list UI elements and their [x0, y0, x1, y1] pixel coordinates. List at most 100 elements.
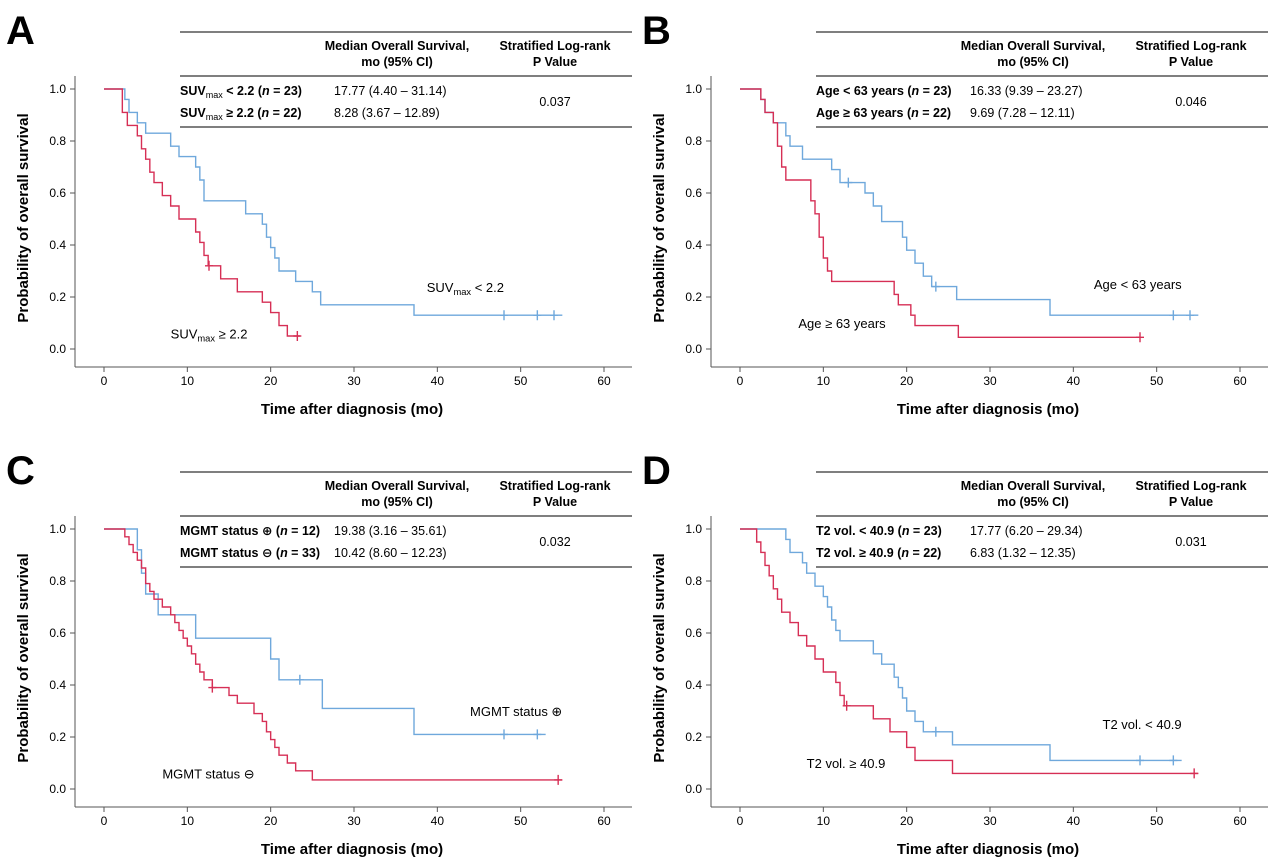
survival-curve: [104, 528, 563, 781]
survival-curve: [740, 88, 1199, 316]
y-tick-label: 0.0: [49, 782, 66, 796]
y-tick-label: 0.2: [49, 290, 66, 304]
y-tick-label: 0.6: [685, 626, 702, 640]
censor-mark: [205, 260, 213, 271]
censor-mark: [842, 700, 851, 711]
x-tick-label: 30: [347, 374, 361, 388]
y-tick-label: 0.8: [49, 134, 66, 148]
x-tick-label: 40: [1067, 814, 1081, 828]
x-tick-label: 50: [514, 374, 528, 388]
x-tick-label: 50: [1150, 814, 1164, 828]
y-tick-label: 1.0: [685, 82, 702, 96]
curve-label: SUVmax ≥ 2.2: [171, 327, 248, 344]
x-tick-label: 20: [900, 814, 914, 828]
x-axis-title: Time after diagnosis (mo): [897, 841, 1079, 858]
curve-label: T2 vol. ≥ 40.9: [807, 756, 886, 771]
censor-mark: [1136, 332, 1144, 343]
censor-mark: [554, 774, 563, 785]
table-header-median: mo (95% CI): [997, 495, 1069, 509]
y-tick-label: 0.4: [49, 238, 66, 252]
censor-mark: [533, 310, 542, 321]
y-tick-label: 0.0: [49, 342, 66, 356]
censor-mark: [293, 331, 302, 341]
censor-mark: [1136, 755, 1144, 766]
table-p-value: 0.031: [1175, 535, 1206, 549]
x-tick-label: 30: [983, 814, 997, 828]
table-row-median: 8.28 (3.67 – 12.89): [334, 106, 440, 120]
y-tick-label: 1.0: [49, 522, 66, 536]
table-row-label: Age < 63 years (n = 23): [816, 84, 952, 98]
x-tick-label: 10: [817, 374, 831, 388]
table-row-median: 9.69 (7.28 – 12.11): [970, 106, 1075, 120]
y-axis-title: Probability of overall survival: [651, 113, 668, 322]
table-row-median: 16.33 (9.39 – 23.27): [970, 84, 1083, 98]
panel-d: D 0.0 0.2 0.4 0.6 0.8 1.0 0 10 20 30 40 50 60 Time aft…: [642, 449, 1268, 858]
x-tick-label: 20: [900, 374, 914, 388]
y-tick-label: 0.8: [685, 574, 702, 588]
y-tick-label: 0.0: [685, 342, 702, 356]
table-p-value: 0.037: [539, 95, 570, 109]
table-p-value: 0.032: [539, 535, 570, 549]
panel-letter: C: [6, 449, 35, 493]
table-header-median: Median Overall Survival,: [961, 39, 1106, 53]
x-tick-label: 40: [1067, 374, 1081, 388]
x-tick-label: 0: [737, 814, 744, 828]
table-header-p: P Value: [1169, 55, 1213, 69]
x-tick-label: 30: [983, 374, 997, 388]
curve-label: T2 vol. < 40.9: [1103, 717, 1182, 732]
y-tick-label: 1.0: [49, 82, 66, 96]
y-axis-title: Probability of overall survival: [651, 553, 668, 762]
y-tick-label: 0.6: [49, 186, 66, 200]
x-tick-label: 30: [347, 814, 361, 828]
y-axis-title: Probability of overall survival: [15, 113, 32, 322]
table-row-median: 10.42 (8.60 – 12.23): [334, 546, 447, 560]
y-tick-label: 1.0: [685, 522, 702, 536]
y-tick-label: 0.2: [685, 290, 702, 304]
x-tick-label: 10: [181, 814, 195, 828]
panel-c: C 0.0 0.2 0.4 0.6 0.8 1.0 0 10 20 30 40 50 60 Time aft…: [6, 449, 632, 858]
curve-label: Age < 63 years: [1094, 277, 1182, 292]
survival-curve: [740, 528, 1199, 775]
x-axis-title: Time after diagnosis (mo): [261, 401, 443, 418]
y-tick-label: 0.8: [49, 574, 66, 588]
x-tick-label: 50: [514, 814, 528, 828]
table-header-median: mo (95% CI): [361, 495, 433, 509]
survival-curve: [740, 528, 1182, 762]
table-header-p: Stratified Log-rank: [1135, 39, 1246, 53]
x-tick-label: 10: [817, 814, 831, 828]
x-tick-label: 20: [264, 814, 278, 828]
curve-label: MGMT status ⊖: [162, 767, 254, 782]
curve-label: Age ≥ 63 years: [798, 316, 886, 331]
curve-label: SUVmax < 2.2: [427, 280, 504, 297]
table-row-median: 6.83 (1.32 – 12.35): [970, 546, 1076, 560]
x-axis-title: Time after diagnosis (mo): [261, 841, 443, 858]
panel-a: A 0.0 0.2 0.4 0.6 0.8 1.0 0 10 20 30 40 50 60 Time aft…: [6, 9, 632, 418]
table-header-p: P Value: [533, 55, 577, 69]
table-row-label: T2 vol. ≥ 40.9 (n = 22): [816, 546, 941, 560]
x-tick-label: 40: [431, 374, 445, 388]
table-header-median: mo (95% CI): [361, 55, 433, 69]
censor-mark: [844, 177, 853, 188]
censor-mark: [931, 726, 940, 737]
y-tick-label: 0.6: [49, 626, 66, 640]
x-tick-label: 60: [1233, 814, 1247, 828]
x-tick-label: 0: [737, 374, 744, 388]
table-row-label: MGMT status ⊖ (n = 33): [180, 546, 320, 560]
table-header-p: Stratified Log-rank: [499, 479, 610, 493]
x-tick-label: 50: [1150, 374, 1164, 388]
x-tick-label: 10: [181, 374, 195, 388]
panel-letter: A: [6, 9, 35, 53]
x-tick-label: 0: [101, 374, 108, 388]
survival-curve: [104, 88, 563, 316]
censor-mark: [1169, 755, 1178, 766]
x-axis-title: Time after diagnosis (mo): [897, 401, 1079, 418]
censor-mark: [295, 674, 304, 685]
table-row-label: Age ≥ 63 years (n = 22): [816, 106, 951, 120]
censor-mark: [533, 729, 542, 740]
y-tick-label: 0.6: [685, 186, 702, 200]
censor-mark: [1190, 768, 1199, 779]
table-row-label: SUVmax ≥ 2.2 (n = 22): [180, 106, 302, 122]
table-row-label: SUVmax < 2.2 (n = 23): [180, 84, 302, 100]
panel-b: B 0.0 0.2 0.4 0.6 0.8 1.0 0 10 20 30 40 50 60 Time aft…: [642, 9, 1268, 418]
table-header-median: Median Overall Survival,: [325, 39, 470, 53]
